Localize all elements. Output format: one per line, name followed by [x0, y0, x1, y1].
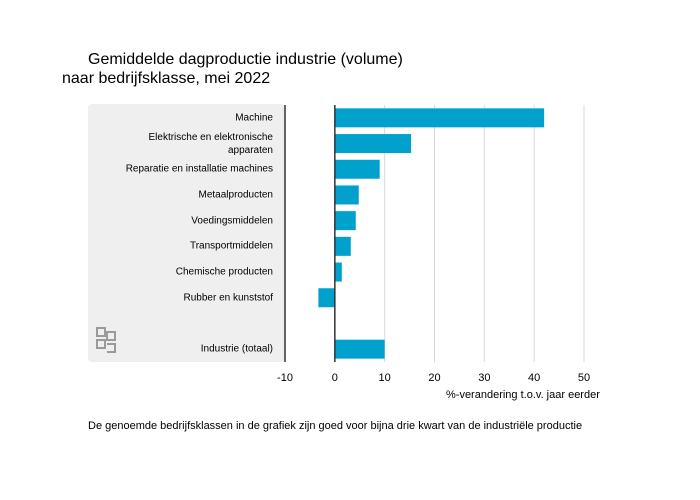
bar	[334, 134, 412, 154]
x-tick-label: 10	[379, 372, 391, 384]
chart-title: Gemiddelde dagproductie industrie (volum…	[62, 51, 403, 87]
x-tick-label: 20	[428, 372, 440, 384]
bar	[334, 108, 545, 128]
x-tick-label: 50	[578, 372, 590, 384]
y-tick-label: Chemische producten	[175, 266, 273, 278]
y-tick-label: Transportmiddelen	[189, 240, 273, 252]
y-tick-label: Industrie (totaal)	[200, 343, 273, 355]
y-tick-label: Reparatie en installatie machines	[125, 163, 273, 175]
y-tick-label: Voedingsmiddelen	[191, 215, 273, 227]
bar	[334, 236, 351, 256]
bar	[334, 339, 385, 359]
x-tick-label: -10	[277, 372, 293, 384]
bar	[334, 211, 356, 231]
x-tick-label: 40	[528, 372, 540, 384]
bar	[334, 159, 380, 179]
x-axis-label: %-verandering t.o.v. jaar eerder	[446, 389, 600, 401]
y-tick-label: Rubber en kunststof	[183, 292, 274, 304]
x-tick-label: 0	[332, 372, 338, 384]
y-tick-label: Metaalproducten	[198, 189, 274, 201]
bar	[334, 185, 359, 205]
x-tick-label: 30	[478, 372, 490, 384]
footnote: De genoemde bedrijfsklassen in de grafie…	[88, 420, 583, 432]
logo	[96, 327, 116, 353]
y-tick-label: Elektrische en elektronische apparaten	[148, 131, 273, 156]
label-panel	[88, 104, 285, 362]
bar	[318, 288, 335, 308]
y-tick-label: Machine	[235, 112, 273, 124]
bar	[334, 262, 342, 282]
